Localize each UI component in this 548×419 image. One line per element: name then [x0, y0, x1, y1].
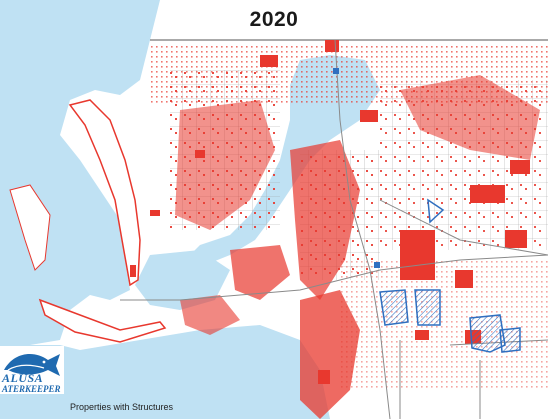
- scattered-lots-south: [340, 260, 548, 390]
- barrier-island-north: [68, 99, 141, 287]
- map-caption: Properties with Structures: [70, 402, 174, 412]
- highlighted-parcels: [379, 198, 521, 353]
- waterkeeper-logo: ALUSA ATERKEEPER: [0, 346, 64, 394]
- road-network: [120, 39, 548, 419]
- bay-water: [135, 250, 230, 310]
- gulf-water-south: [0, 325, 330, 419]
- logo-text-top: ALUSA: [2, 371, 44, 385]
- barrier-island-south: [38, 298, 167, 343]
- river-water: [185, 55, 380, 265]
- fish-icon: [4, 354, 60, 376]
- map-title: 2020: [249, 8, 299, 31]
- interstate-shield-south: [374, 262, 380, 268]
- logo-text-bottom: ATERKEEPER: [2, 384, 61, 394]
- interstate-shield-north: [333, 68, 339, 74]
- scattered-lots-north: [150, 45, 548, 105]
- island-west: [9, 184, 51, 271]
